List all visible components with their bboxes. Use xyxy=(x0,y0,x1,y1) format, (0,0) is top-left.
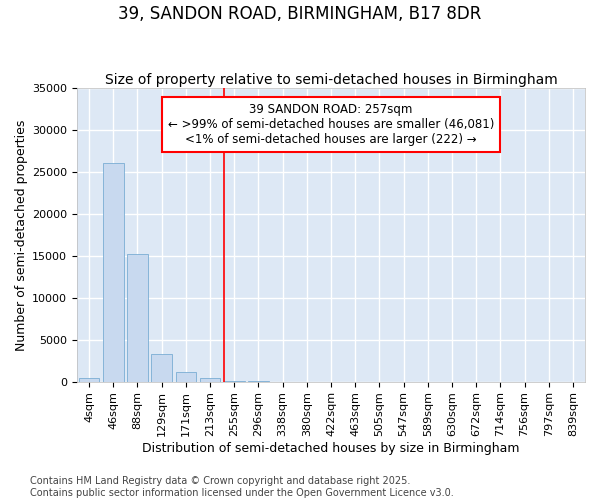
Text: 39 SANDON ROAD: 257sqm
← >99% of semi-detached houses are smaller (46,081)
<1% o: 39 SANDON ROAD: 257sqm ← >99% of semi-de… xyxy=(168,103,494,146)
Bar xyxy=(79,378,100,382)
Y-axis label: Number of semi-detached properties: Number of semi-detached properties xyxy=(15,119,28,350)
Bar xyxy=(200,378,220,382)
Title: Size of property relative to semi-detached houses in Birmingham: Size of property relative to semi-detach… xyxy=(104,73,557,87)
Bar xyxy=(224,381,245,382)
Bar xyxy=(103,163,124,382)
Bar xyxy=(127,254,148,382)
X-axis label: Distribution of semi-detached houses by size in Birmingham: Distribution of semi-detached houses by … xyxy=(142,442,520,455)
Text: 39, SANDON ROAD, BIRMINGHAM, B17 8DR: 39, SANDON ROAD, BIRMINGHAM, B17 8DR xyxy=(118,5,482,23)
Text: Contains HM Land Registry data © Crown copyright and database right 2025.
Contai: Contains HM Land Registry data © Crown c… xyxy=(30,476,454,498)
Bar xyxy=(176,372,196,382)
Bar xyxy=(151,354,172,382)
